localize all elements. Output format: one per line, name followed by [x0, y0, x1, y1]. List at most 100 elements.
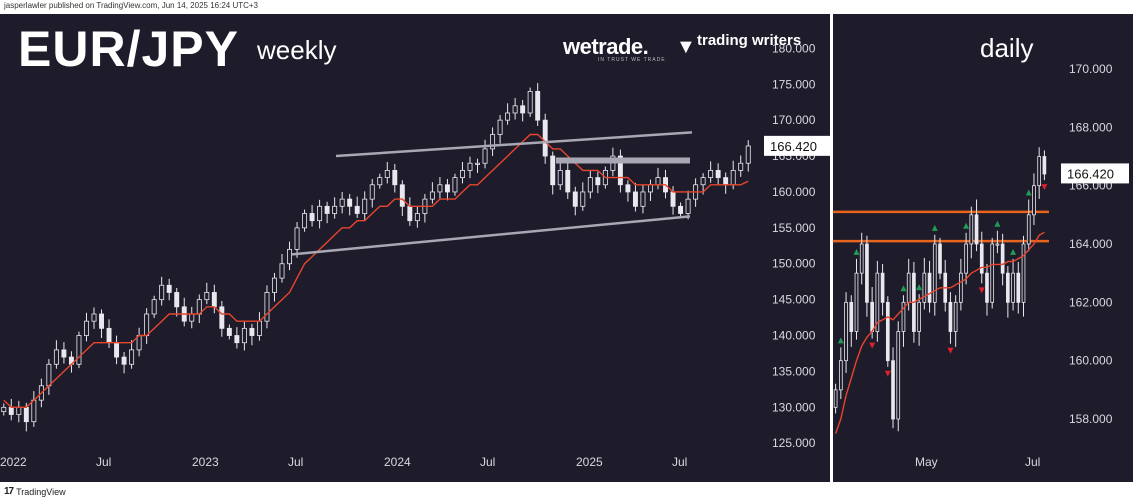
candle-body — [723, 177, 729, 186]
candle-body — [557, 170, 563, 186]
candle-body — [354, 205, 360, 214]
fractal-up-marker — [994, 220, 1001, 227]
candle-body — [617, 155, 623, 186]
tradingview-brand: TradingView — [16, 486, 66, 497]
y-tick-label: 160.000 — [772, 185, 816, 199]
candle-body — [429, 191, 435, 200]
candle-body — [497, 119, 503, 135]
resistance-zone — [556, 157, 690, 164]
candle-body — [279, 263, 285, 279]
candle-body — [844, 301, 848, 362]
candle-body — [1021, 243, 1026, 303]
candle-body — [854, 272, 859, 332]
fractal-down-marker — [884, 370, 891, 377]
candle-body — [979, 243, 984, 274]
candle-body — [542, 119, 548, 157]
daily-chart[interactable]: 170.000168.000166.000164.000162.000160.0… — [833, 14, 1133, 482]
candle-body — [985, 272, 989, 303]
upper-channel-line — [335, 131, 693, 158]
y-tick-label: 155.000 — [772, 221, 816, 235]
last-price-value: 166.420 — [770, 139, 817, 154]
candle-body — [414, 213, 420, 222]
candle-body — [678, 205, 684, 214]
candle-body — [550, 155, 556, 186]
candle-body — [1037, 156, 1042, 187]
candle-body — [1026, 214, 1031, 245]
candle-body — [226, 327, 232, 336]
daily-chart-panel[interactable]: 170.000 168.000 166.000 164.000 162.000 160.0… — [833, 14, 1133, 482]
weekly-chart[interactable]: 180.000175.000170.000165.000160.000155.0… — [0, 14, 830, 482]
candle-body — [670, 191, 676, 207]
fractal-up-marker — [900, 285, 907, 292]
y-tick-label: 160.000 — [1069, 354, 1113, 368]
candle-body — [211, 292, 217, 308]
candle-body — [23, 406, 29, 423]
candle-body — [460, 170, 465, 178]
tradingview-footer: 17 TradingView — [4, 486, 66, 497]
x-tick-label: Jul — [672, 455, 687, 469]
candle-body — [189, 313, 195, 322]
candle-body — [527, 91, 533, 114]
candle-body — [708, 170, 714, 178]
candle-body — [849, 301, 854, 332]
y-tick-label: 150.000 — [772, 257, 816, 271]
candle-body — [859, 243, 864, 274]
y-tick-label: 162.000 — [1069, 295, 1113, 309]
candle-body — [906, 272, 911, 303]
candle-body — [369, 184, 375, 200]
y-tick-label: 158.000 — [1069, 412, 1113, 426]
candle-body — [953, 301, 958, 332]
candle-body — [964, 243, 968, 274]
weekly-chart-panel[interactable]: 180.000 175.000 170.000 165.000 160.000 155.0… — [0, 14, 830, 482]
candle-body — [204, 292, 210, 301]
x-tick-label: 2025 — [576, 455, 603, 469]
candle-body — [53, 349, 59, 365]
candle-body — [61, 349, 67, 358]
candle-body — [1042, 156, 1047, 175]
fractal-up-marker — [837, 337, 844, 344]
candle-body — [587, 177, 593, 193]
candle-body — [512, 105, 518, 114]
candle-body — [166, 284, 172, 293]
candle-body — [362, 198, 368, 214]
candle-body — [974, 214, 979, 245]
candle-body — [324, 205, 330, 214]
x-tick-label: Jul — [480, 455, 495, 469]
candle-body — [655, 177, 661, 186]
last-price-tag — [764, 135, 830, 156]
candle-body — [309, 213, 315, 222]
candle-body — [241, 327, 247, 344]
candle-body — [648, 184, 653, 193]
candle-body — [339, 198, 345, 207]
candle-body — [838, 360, 843, 391]
publisher-header: jasperlawler published on TradingView.co… — [4, 1, 259, 10]
candle-body — [46, 363, 52, 387]
candle-body — [490, 134, 496, 150]
candle-body — [31, 399, 37, 423]
x-tick-label: Jul — [288, 455, 303, 469]
candle-body — [938, 243, 942, 274]
y-tick-label: 175.000 — [772, 77, 816, 91]
candle-body — [685, 198, 691, 214]
candle-body — [1, 406, 7, 413]
candle-body — [91, 313, 97, 322]
y-tick-label: 170.000 — [1069, 62, 1113, 76]
candle-body — [640, 191, 646, 207]
candle-body — [437, 184, 443, 193]
candle-body — [384, 170, 390, 178]
candle-body — [969, 214, 974, 245]
fractal-up-marker — [853, 248, 860, 255]
candle-body — [302, 213, 308, 229]
y-tick-label: 170.000 — [772, 113, 816, 127]
candle-body — [1011, 272, 1015, 303]
candle-body — [1032, 185, 1036, 216]
fractal-up-marker — [1025, 189, 1032, 196]
candle-body — [535, 91, 541, 121]
candle-body — [84, 320, 89, 336]
y-tick-label: 130.000 — [772, 400, 816, 414]
candle-body — [730, 170, 736, 186]
wetrade-tagline: IN TRUST WE TRADE — [598, 57, 666, 63]
candle-body — [151, 299, 157, 315]
candle-body — [249, 327, 255, 336]
candle-body — [880, 272, 885, 303]
